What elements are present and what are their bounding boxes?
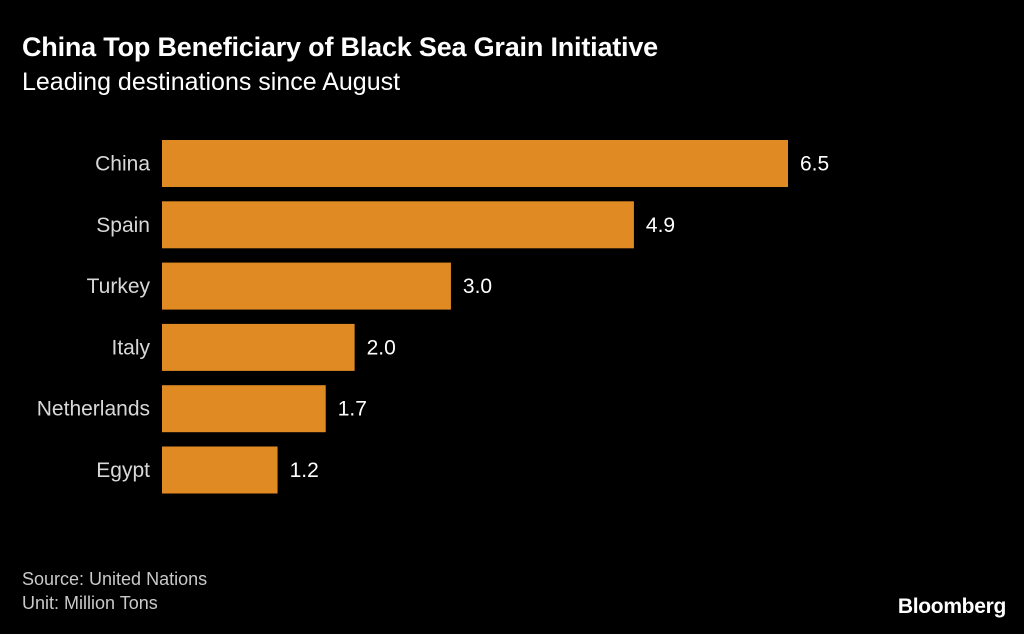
value-label: 6.5 [800,153,829,176]
chart-title: China Top Beneficiary of Black Sea Grain… [22,32,658,62]
bar [162,262,451,310]
bar [162,446,278,494]
category-label: Turkey [87,275,151,298]
bar [162,323,355,371]
category-label: Italy [111,336,150,359]
source-note: Source: United Nations [22,569,208,589]
category-label: China [95,153,150,176]
value-label: 1.7 [338,398,367,421]
bar [162,385,326,433]
bar-chart: China 6.5 Spain 4.9 Turkey 3.0 Italy 2.0 Netherl… [37,140,829,494]
category-label: Egypt [96,459,150,482]
value-label: 1.2 [290,459,319,482]
category-label: Netherlands [37,398,150,421]
value-label: 3.0 [463,275,492,298]
chart-subtitle: Leading destinations since August [22,68,401,96]
bar [162,201,634,249]
chart-footer: Source: United Nations Unit: Million Ton… [22,567,207,615]
value-label: 2.0 [367,336,396,359]
value-label: 4.9 [646,214,675,237]
category-label: Spain [96,214,150,237]
unit-note: Unit: Million Tons [22,593,158,613]
bloomberg-logo: Bloomberg [897,595,1006,618]
bar [162,140,788,187]
